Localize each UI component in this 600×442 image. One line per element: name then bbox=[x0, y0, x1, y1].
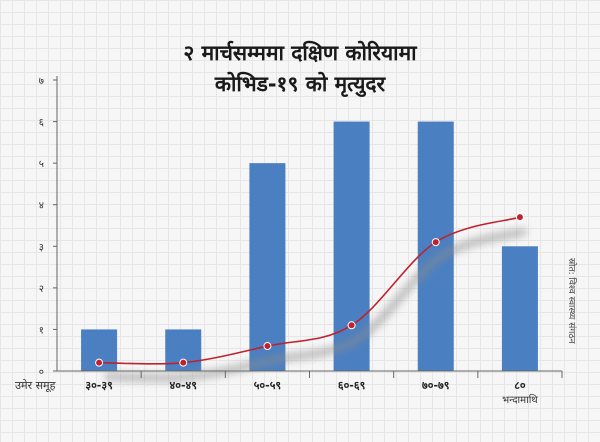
line-point bbox=[347, 321, 356, 330]
x-tick-label: ६०-६९ bbox=[338, 379, 366, 392]
x-tick-label: ७०-७९ bbox=[422, 379, 450, 392]
y-tick-label: ४ bbox=[39, 201, 44, 212]
line-point bbox=[431, 238, 440, 247]
bar bbox=[501, 246, 538, 371]
x-tick-label: ८० bbox=[514, 379, 526, 392]
x-axis-title: उमेर समूह bbox=[15, 379, 56, 393]
y-tick-label: ३ bbox=[39, 242, 44, 253]
x-tick-sublabel: भन्दामाथि bbox=[502, 394, 538, 406]
x-tick-label: ३०-३९ bbox=[85, 379, 113, 392]
line-point bbox=[263, 342, 272, 351]
series-line bbox=[99, 216, 521, 365]
bar bbox=[249, 163, 286, 371]
bar bbox=[333, 121, 370, 371]
source-note: स्रोत: विश्व स्वास्थ्य संगठन bbox=[566, 258, 578, 345]
chart-title: २ मार्चसम्ममा दक्षिण कोरियामा कोभिड-१९ क… bbox=[0, 38, 600, 100]
line-point bbox=[95, 358, 104, 367]
line-point bbox=[179, 358, 188, 367]
y-tick-label: २ bbox=[39, 284, 44, 295]
line-shadow bbox=[105, 227, 528, 382]
line-point bbox=[515, 213, 524, 222]
chart-title-line-1: २ मार्चसम्ममा दक्षिण कोरियामा bbox=[183, 41, 417, 65]
y-tick-label: ० bbox=[39, 367, 44, 378]
y-tick-label: ६ bbox=[39, 118, 44, 129]
y-tick-label: ७ bbox=[39, 76, 44, 87]
y-tick-label: ५ bbox=[39, 159, 44, 170]
x-tick-label: ५०-५९ bbox=[254, 379, 282, 392]
y-tick-label: १ bbox=[39, 325, 44, 336]
x-tick-label: ४०-४९ bbox=[170, 379, 198, 392]
chart-title-line-2: कोभिड-१९ को मृत्युदर bbox=[214, 72, 386, 96]
bar bbox=[417, 121, 454, 371]
